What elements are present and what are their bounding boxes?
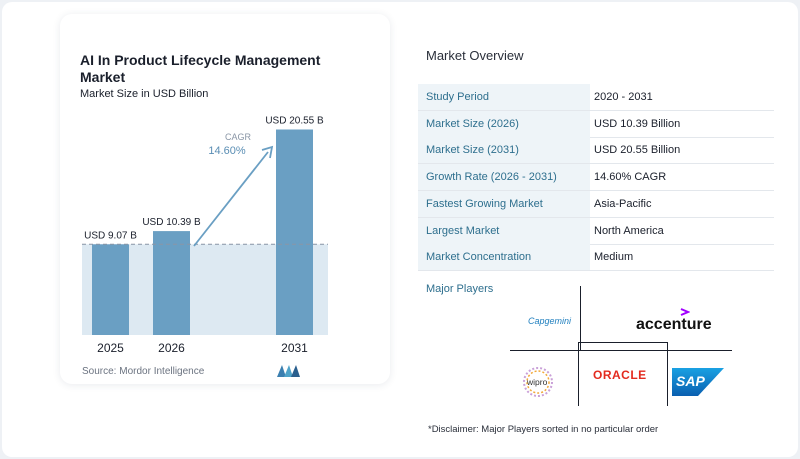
logo-wipro: wipro (527, 377, 548, 387)
sap-logo-icon (672, 368, 724, 396)
overview-title: Market Overview (426, 48, 524, 63)
overview-key: Market Size (2031) (426, 144, 519, 157)
overview-key: Market Size (2026) (426, 117, 519, 130)
logo-sap: SAP (676, 373, 705, 389)
overview-key: Largest Market (426, 224, 500, 237)
overview-row: Market Size (2031) USD 20.55 Billion (418, 137, 774, 165)
overview-key: Market Concentration (426, 251, 532, 264)
accenture-mark-icon (680, 308, 690, 316)
row-shade (418, 110, 590, 137)
row-shade (418, 217, 590, 244)
chart-title: AI In Product Lifecycle Management Marke… (80, 52, 321, 85)
bar-2026 (153, 231, 190, 335)
bar-2031 (276, 129, 313, 335)
mordor-logo-icon (277, 365, 300, 377)
player-logos: Capgemini accenture wipro ORACLE SAP (510, 286, 732, 406)
value-label-2026: USD 10.39 B (142, 217, 201, 228)
logo-capgemini: Capgemini (528, 316, 572, 326)
bar-2025 (92, 244, 129, 335)
value-label-2025: USD 9.07 B (84, 230, 137, 241)
category-label-2031: 2031 (281, 341, 308, 355)
row-shade (418, 244, 590, 271)
cagr-value: 14.60% (208, 145, 246, 157)
overview-key: Study Period (426, 91, 489, 103)
overview-value: 2020 - 2031 (594, 91, 653, 103)
overview-value: USD 20.55 Billion (594, 144, 681, 157)
category-label-2026: 2026 (158, 341, 185, 355)
overview-value: USD 10.39 Billion (594, 117, 681, 130)
players-title: Major Players (426, 283, 494, 295)
overview-row: Study Period 2020 - 2031 (418, 84, 774, 111)
category-label-2025: 2025 (97, 341, 124, 355)
bar-chart: USD 9.07 B 2025 USD 10.39 B 2026 USD 20.55 B… (82, 116, 328, 355)
overview-value: 14.60% CAGR (594, 171, 667, 184)
row-shade (418, 84, 590, 110)
overview-key: Fastest Growing Market (426, 197, 543, 210)
value-label-2031: USD 20.55 B (265, 116, 324, 127)
row-shade (418, 164, 590, 191)
overview-row: Largest Market North America (418, 217, 774, 245)
cagr-arrow (193, 151, 269, 247)
cagr-arrowhead (261, 145, 274, 159)
overview-value: Medium (594, 251, 634, 264)
chart-subtitle: Market Size in USD Billion (80, 88, 209, 100)
disclaimer: *Disclaimer: Major Players sorted in no … (428, 424, 659, 435)
overview-key: Growth Rate (2026 - 2031) (426, 171, 557, 184)
wipro-ring-icon (523, 367, 553, 397)
overview-row: Fastest Growing Market Asia-Pacific (418, 190, 774, 218)
logo-oracle: ORACLE (593, 368, 647, 382)
overview-value: Asia-Pacific (594, 197, 652, 210)
overview-row: Market Size (2026) USD 10.39 Billion (418, 110, 774, 138)
overview-value: North America (594, 224, 664, 237)
overview-row: Market Concentration Medium (418, 244, 774, 272)
overview-row: Growth Rate (2026 - 2031) 14.60% CAGR (418, 164, 774, 192)
row-shade (418, 190, 590, 217)
cagr-label: CAGR (225, 132, 252, 142)
logo-accenture: accenture (636, 316, 712, 333)
row-shade (418, 137, 590, 164)
source-note: Source: Mordor Intelligence (82, 366, 205, 377)
